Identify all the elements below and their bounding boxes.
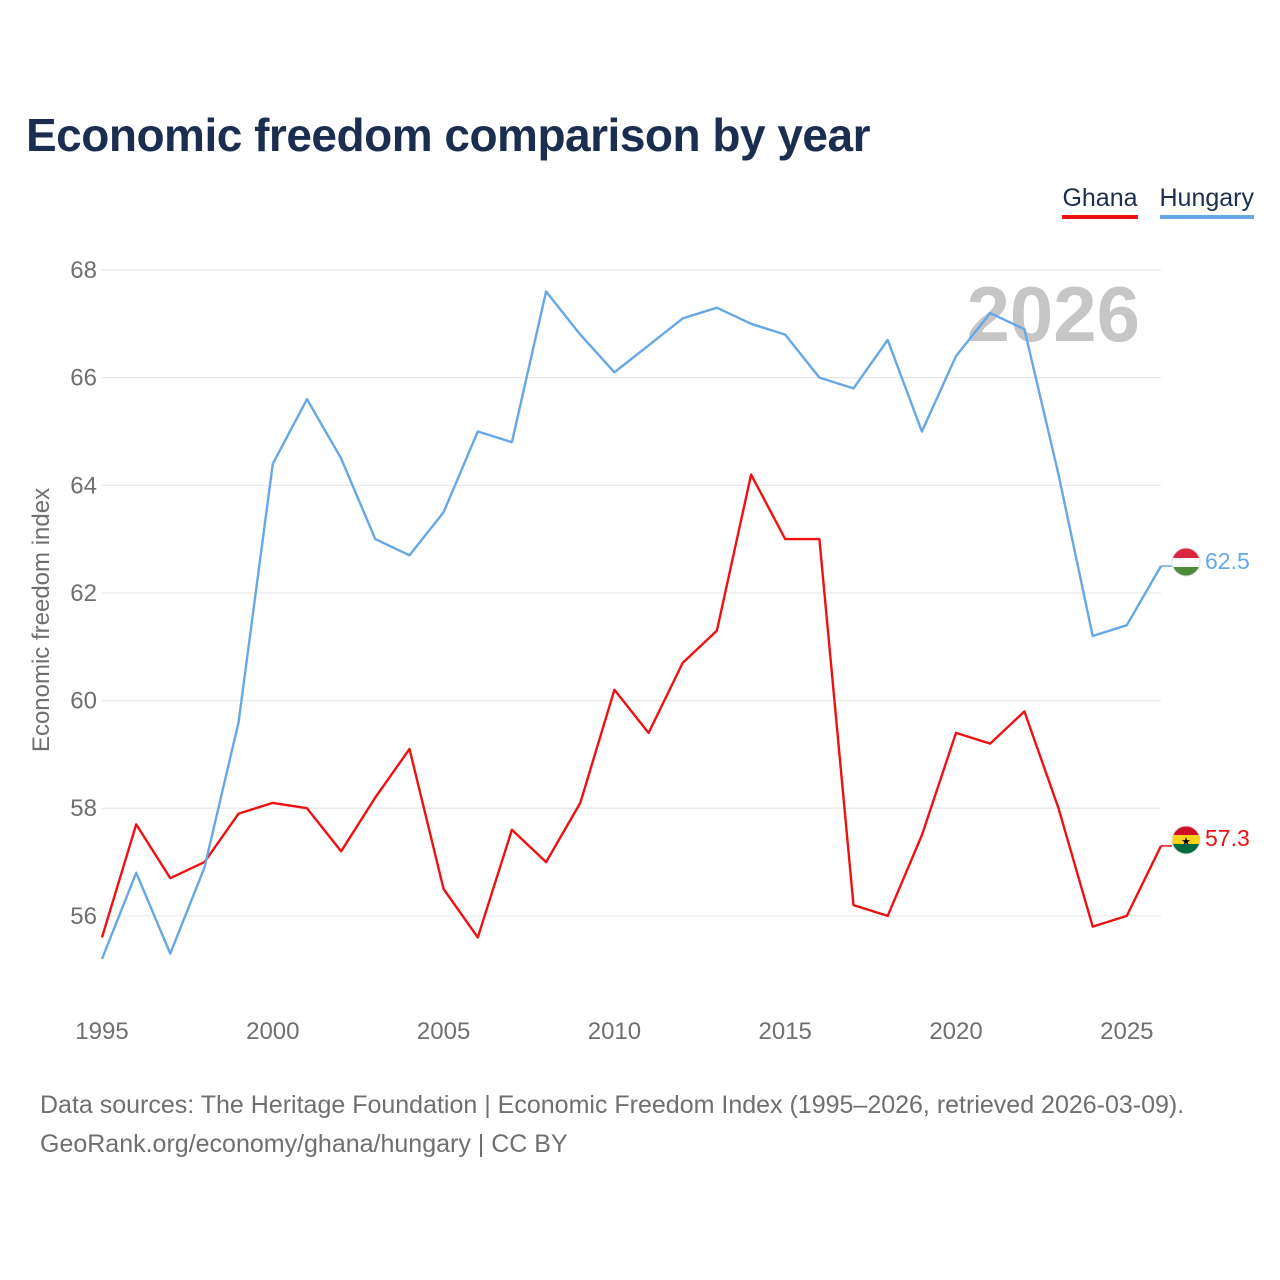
y-tick-label-58: 58: [70, 795, 97, 822]
hungary-flag-icon: [1172, 548, 1200, 576]
chart-title: Economic freedom comparison by year: [26, 109, 871, 161]
legend-item-ghana[interactable]: Ghana: [1062, 184, 1138, 219]
svg-text:★: ★: [1181, 836, 1191, 848]
y-axis-ticks: 56 58 60 62 64 66 68: [70, 257, 97, 930]
x-axis-ticks: 1995 2000 2005 2010 2015 2020 2025: [75, 1018, 1153, 1045]
end-value-label-ghana: 57.3: [1205, 825, 1250, 851]
end-value-label-hungary: 62.5: [1205, 548, 1250, 574]
y-tick-label-64: 64: [70, 472, 97, 499]
x-tick-label-1995: 1995: [75, 1018, 128, 1045]
ghana-flag-icon: ★: [1172, 826, 1200, 854]
x-tick-label-2010: 2010: [588, 1018, 641, 1045]
year-watermark: 2026: [966, 270, 1140, 358]
x-tick-label-2025: 2025: [1100, 1018, 1153, 1045]
y-tick-label-56: 56: [70, 903, 97, 930]
series-lines: [100, 290, 1172, 960]
legend: Ghana Hungary: [1062, 184, 1254, 219]
footer: Data sources: The Heritage Foundation | …: [40, 1086, 1184, 1164]
data-source-text: Data sources: The Heritage Foundation | …: [40, 1091, 1185, 1119]
y-axis-label: Economic freedom index: [28, 488, 55, 752]
x-tick-label-2005: 2005: [417, 1018, 470, 1045]
gridlines: [102, 269, 1161, 917]
x-tick-label-2000: 2000: [246, 1018, 299, 1045]
y-tick-label-62: 62: [70, 580, 97, 607]
series-line-ghana: [100, 473, 1163, 939]
legend-item-hungary[interactable]: Hungary: [1159, 184, 1254, 219]
y-tick-label-68: 68: [70, 257, 97, 284]
attribution-text[interactable]: GeoRank.org/economy/ghana/hungary | CC B…: [40, 1130, 568, 1158]
y-tick-label-60: 60: [70, 688, 97, 715]
y-tick-label-66: 66: [70, 365, 97, 392]
x-tick-label-2015: 2015: [759, 1018, 812, 1045]
series-line-hungary: [100, 290, 1163, 960]
x-tick-label-2020: 2020: [929, 1018, 982, 1045]
